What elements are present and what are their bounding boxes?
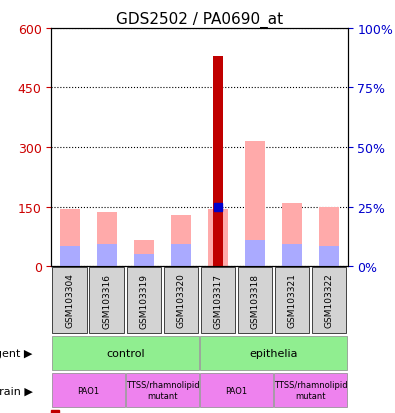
FancyBboxPatch shape xyxy=(53,268,87,333)
Bar xyxy=(171,244,191,266)
FancyBboxPatch shape xyxy=(312,268,346,333)
Bar xyxy=(320,207,339,266)
Text: GSM103316: GSM103316 xyxy=(102,273,111,328)
FancyBboxPatch shape xyxy=(275,268,309,333)
Text: GSM103321: GSM103321 xyxy=(288,273,297,328)
Bar xyxy=(208,209,228,266)
Text: PAO1: PAO1 xyxy=(226,386,248,395)
Text: GSM103322: GSM103322 xyxy=(325,273,334,328)
Bar xyxy=(60,247,79,266)
Text: PAO1: PAO1 xyxy=(77,386,100,395)
Bar xyxy=(134,241,154,266)
FancyBboxPatch shape xyxy=(90,268,124,333)
FancyBboxPatch shape xyxy=(126,373,199,407)
Text: TTSS/rhamnolipid
mutant: TTSS/rhamnolipid mutant xyxy=(126,380,199,400)
Text: TTSS/rhamnolipid
mutant: TTSS/rhamnolipid mutant xyxy=(274,380,347,400)
Title: GDS2502 / PA0690_at: GDS2502 / PA0690_at xyxy=(116,12,283,28)
Text: epithelia: epithelia xyxy=(249,348,298,358)
Bar xyxy=(213,57,222,266)
FancyBboxPatch shape xyxy=(238,268,273,333)
FancyBboxPatch shape xyxy=(52,336,199,370)
Bar xyxy=(245,142,265,266)
Text: GSM103320: GSM103320 xyxy=(177,273,186,328)
FancyBboxPatch shape xyxy=(200,373,273,407)
Bar xyxy=(97,244,117,266)
Bar xyxy=(282,244,302,266)
FancyBboxPatch shape xyxy=(52,373,125,407)
Bar xyxy=(320,247,339,266)
FancyBboxPatch shape xyxy=(274,373,347,407)
Text: GSM103319: GSM103319 xyxy=(139,273,149,328)
FancyBboxPatch shape xyxy=(201,268,235,333)
Bar xyxy=(134,254,154,266)
FancyBboxPatch shape xyxy=(164,268,198,333)
FancyBboxPatch shape xyxy=(126,268,161,333)
FancyBboxPatch shape xyxy=(200,336,347,370)
Text: GSM103317: GSM103317 xyxy=(213,273,222,328)
Text: strain ▶: strain ▶ xyxy=(0,385,33,395)
Bar xyxy=(97,213,117,266)
Text: control: control xyxy=(106,348,145,358)
Text: agent ▶: agent ▶ xyxy=(0,348,33,358)
Bar xyxy=(171,216,191,266)
Text: GSM103318: GSM103318 xyxy=(250,273,260,328)
Bar xyxy=(282,203,302,266)
Text: GSM103304: GSM103304 xyxy=(65,273,74,328)
Bar xyxy=(245,241,265,266)
Bar xyxy=(60,209,79,266)
